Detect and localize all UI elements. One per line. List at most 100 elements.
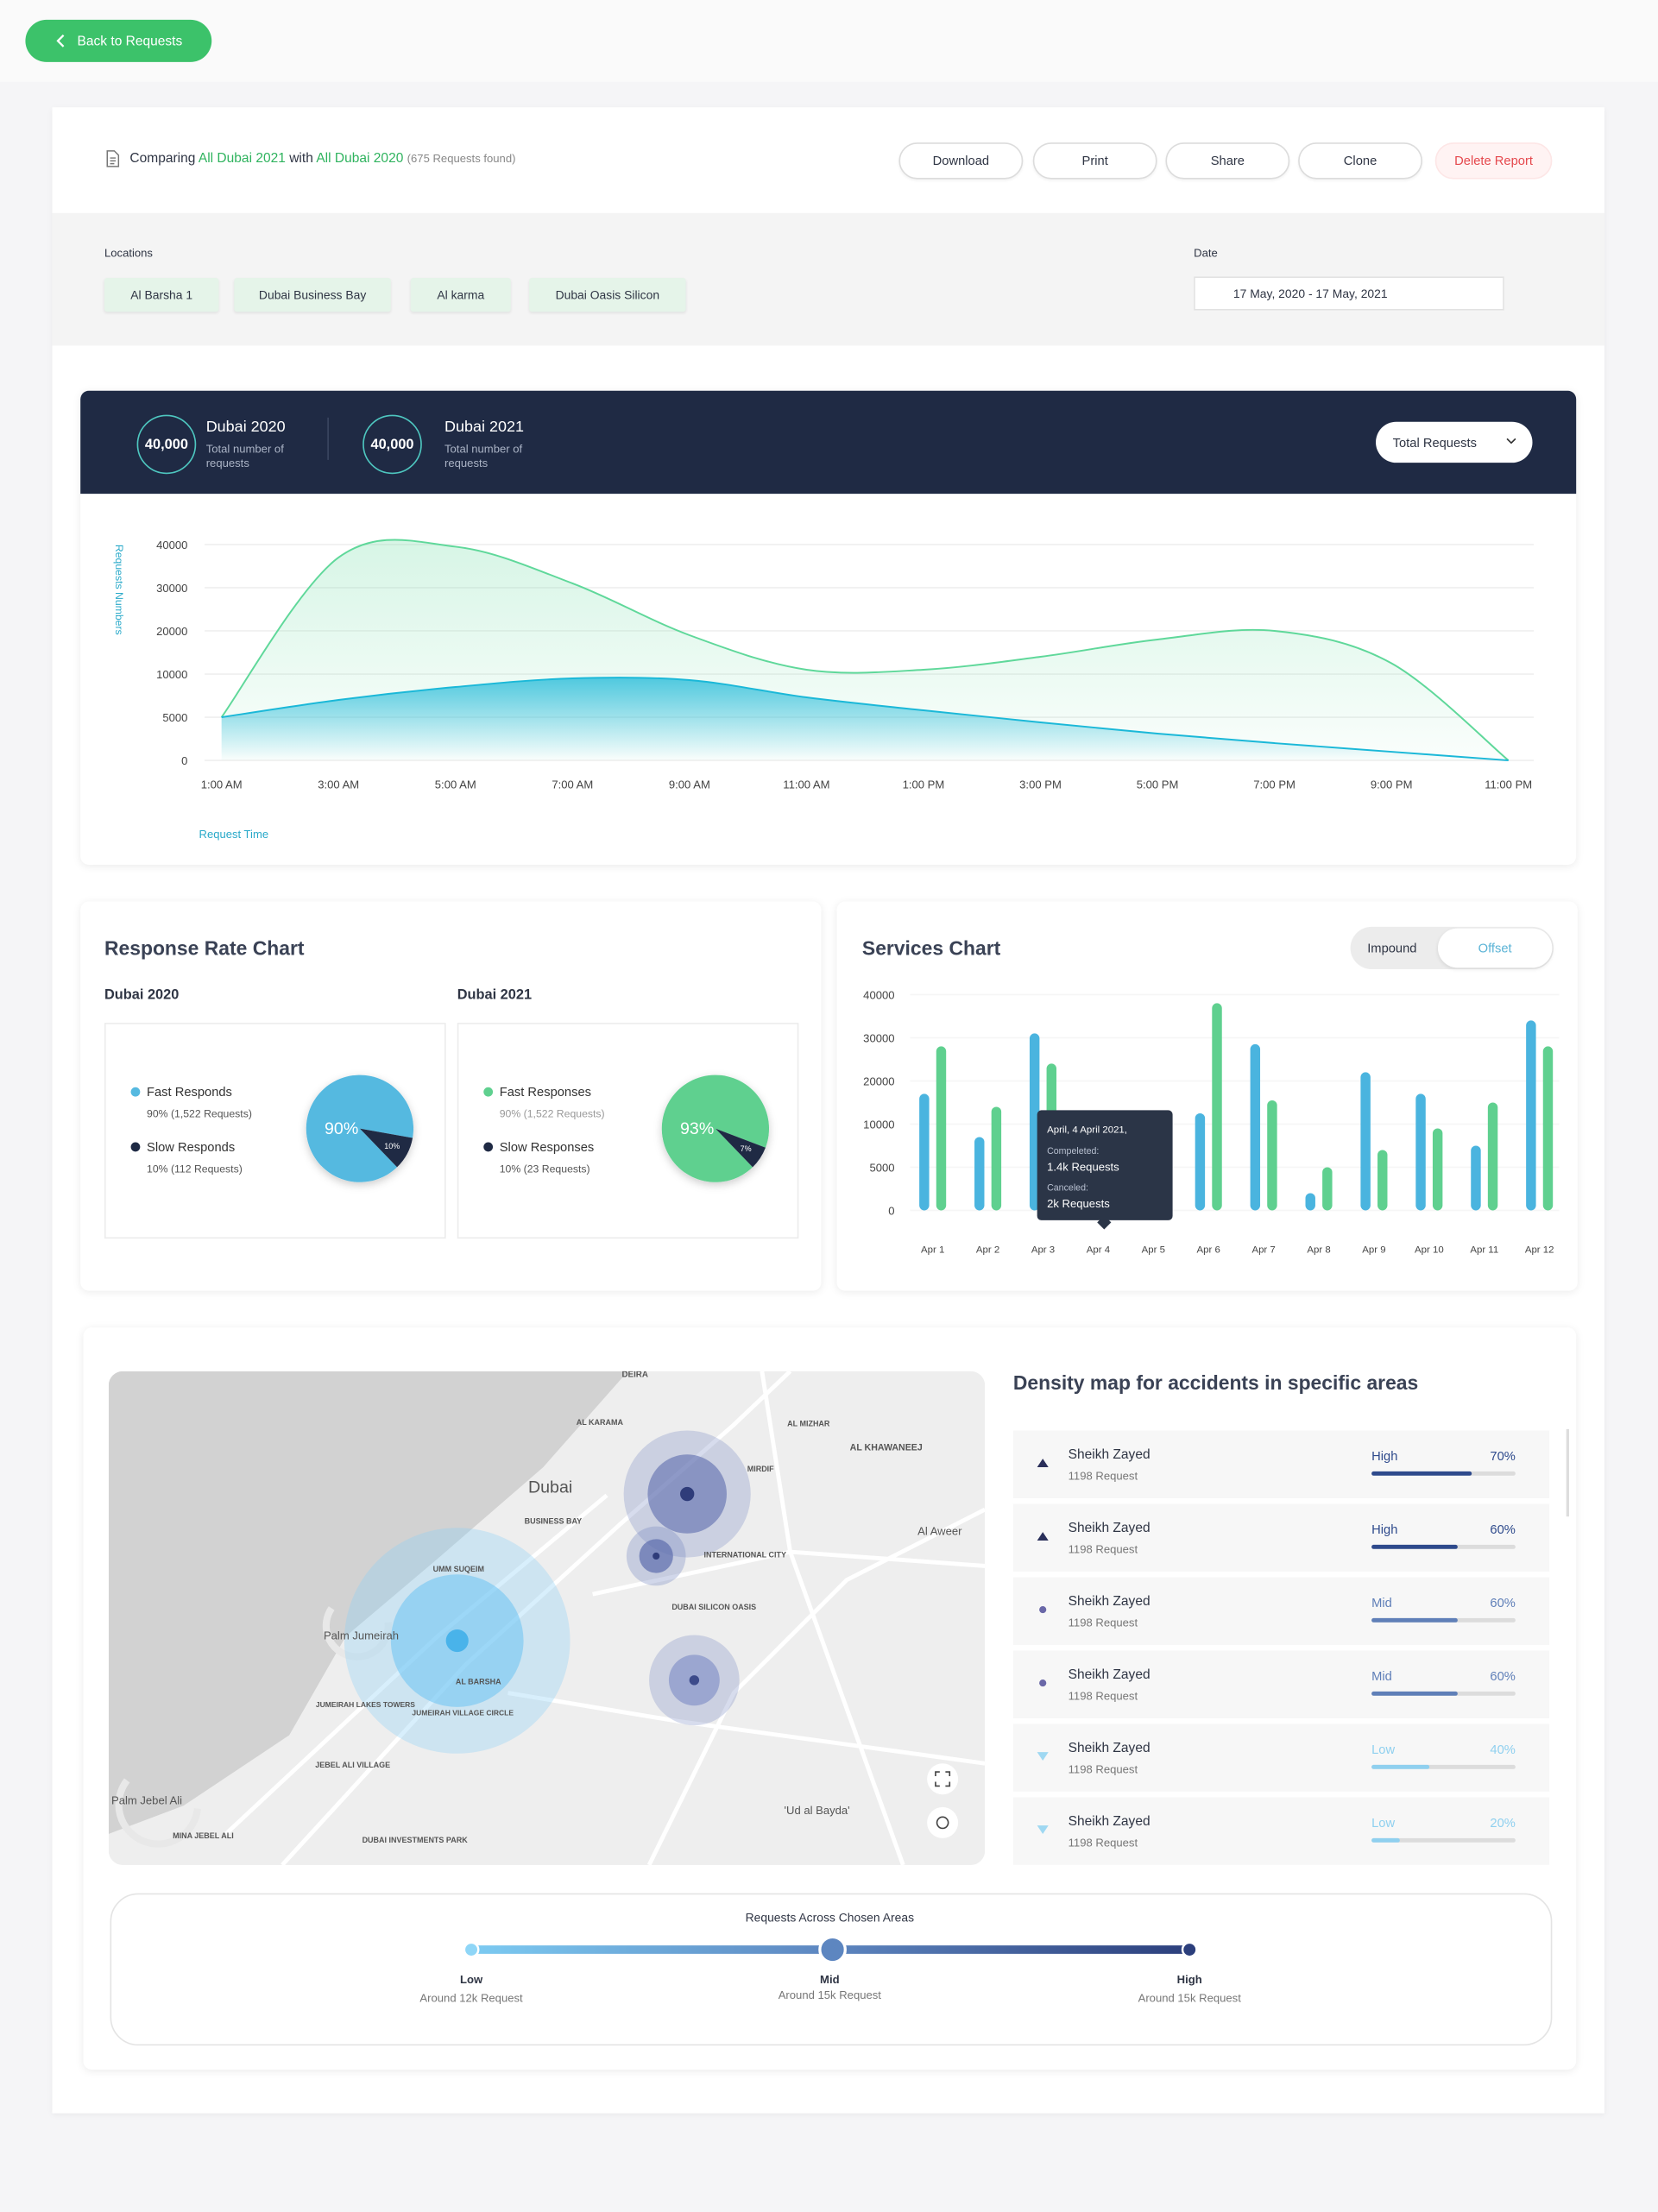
level-bar — [1371, 1544, 1459, 1549]
x-tick-label: Apr 12 — [1525, 1245, 1554, 1256]
pie-slice — [715, 1128, 766, 1168]
x-tick-label: 7:00 PM — [1253, 778, 1296, 791]
level-track — [1371, 1471, 1516, 1476]
location-chip[interactable]: Al karma — [410, 278, 511, 312]
legend-dot — [130, 1142, 141, 1152]
pie-box — [104, 1023, 446, 1239]
pie-title: Dubai 2021 — [457, 987, 533, 1004]
level-label: High — [1371, 1448, 1398, 1464]
x-tick-label: Apr 5 — [1142, 1245, 1165, 1256]
density-circle — [689, 1675, 700, 1686]
total-description: Total number of requests — [444, 443, 523, 470]
scale-dot — [1181, 1941, 1198, 1958]
x-tick-label: Apr 7 — [1251, 1245, 1275, 1256]
card-title: Response Rate Chart — [104, 936, 305, 960]
fullscreen-button[interactable] — [927, 1763, 959, 1795]
tooltip-value: 2k Requests — [1047, 1197, 1110, 1211]
location-chip[interactable]: Dubai Oasis Silicon — [529, 278, 686, 312]
level-shape — [1037, 1459, 1049, 1467]
report-prefix: Comparing — [129, 150, 196, 167]
pie-value-label: 10% — [384, 1142, 400, 1150]
back-label: Back to Requests — [77, 33, 183, 49]
map-label: AL KARAMA — [577, 1418, 624, 1427]
print-button[interactable]: Print — [1032, 142, 1157, 180]
area-requests: 1198 Request — [1068, 1543, 1138, 1556]
level-bar — [1371, 1471, 1472, 1476]
density-row[interactable]: Sheikh Zayed 1198 Request High 60% — [1012, 1503, 1550, 1572]
total-name: Dubai 2021 — [444, 419, 525, 437]
x-tick-label: 5:00 AM — [435, 778, 476, 791]
y-tick-label: 10000 — [156, 668, 187, 681]
report-second[interactable]: All Dubai 2020 — [316, 150, 404, 167]
clone-button[interactable]: Clone — [1298, 142, 1422, 180]
y-tick-label: 0 — [888, 1204, 894, 1217]
density-row[interactable]: Sheikh Zayed 1198 Request Mid 60% — [1012, 1650, 1550, 1718]
toggle-option[interactable]: Offset — [1437, 928, 1553, 968]
total-description: Total number of requests — [205, 443, 284, 470]
level-shape — [1037, 1532, 1049, 1541]
back-button[interactable]: Back to Requests — [25, 19, 212, 62]
bar — [1526, 1020, 1536, 1211]
date-input[interactable]: 17 May, 2020 - 17 May, 2021 — [1194, 276, 1504, 311]
density-row[interactable]: Sheikh Zayed 1198 Request Low 20% — [1012, 1797, 1550, 1865]
density-circle — [652, 1552, 660, 1560]
metric-select[interactable]: Total Requests — [1376, 421, 1533, 463]
y-tick-label: 5000 — [869, 1161, 894, 1174]
toggle-option[interactable]: Impound — [1367, 941, 1417, 955]
area-requests: 1198 Request — [1068, 1690, 1138, 1703]
palm-island — [322, 1606, 392, 1661]
download-button[interactable]: Download — [898, 142, 1024, 180]
legend-label: Slow Responses — [500, 1141, 595, 1155]
report-found: (675 Requests found) — [407, 152, 516, 166]
x-tick-label: 11:00 AM — [783, 778, 829, 791]
scale-detail: Around 12k Request — [419, 1992, 523, 2005]
level-track — [1371, 1764, 1516, 1769]
density-row[interactable]: Sheikh Zayed 1198 Request Low 40% — [1012, 1724, 1550, 1792]
level-shape — [1037, 1825, 1049, 1834]
x-tick-label: 11:00 PM — [1485, 778, 1532, 791]
y-tick-label: 20000 — [156, 625, 187, 638]
x-tick-label: Apr 1 — [921, 1245, 944, 1256]
pie-slice — [359, 1128, 413, 1168]
level-shape — [1039, 1679, 1047, 1687]
delete-button[interactable]: Delete Report — [1434, 142, 1553, 180]
fullscreen-icon — [935, 1771, 951, 1787]
locate-button[interactable] — [927, 1806, 959, 1838]
button-label: Share — [1210, 154, 1245, 168]
level-icon — [1037, 1825, 1049, 1834]
map-label: UMM SUQEIM — [433, 1565, 484, 1573]
location-chip[interactable]: Al Barsha 1 — [104, 278, 219, 312]
x-tick-label: Apr 3 — [1031, 1245, 1055, 1256]
pie-value-label: 7% — [741, 1144, 752, 1153]
area-line — [220, 539, 1510, 761]
x-tick-label: 7:00 AM — [552, 778, 593, 791]
level-value-label: 60% — [1490, 1522, 1516, 1537]
scale-title: Requests Across Chosen Areas — [745, 1910, 915, 1925]
level-label: Mid — [1371, 1668, 1392, 1684]
location-chip[interactable]: Dubai Business Bay — [234, 278, 391, 312]
density-circle — [445, 1629, 469, 1653]
button-label: Clone — [1343, 154, 1377, 168]
doc-icon — [106, 150, 120, 167]
report-first[interactable]: All Dubai 2021 — [198, 150, 286, 167]
legend-dot — [483, 1087, 494, 1097]
density-row[interactable]: Sheikh Zayed 1198 Request Mid 60% — [1012, 1577, 1550, 1645]
area-requests: 1198 Request — [1068, 1763, 1138, 1776]
bar — [1377, 1150, 1388, 1211]
bar — [1212, 1003, 1222, 1211]
level-label: Low — [1371, 1742, 1396, 1757]
map[interactable]: DEIRA AL KARAMA Dubai BUSINESS BAY UMM SUQEI… — [108, 1370, 986, 1865]
y-tick-label: 30000 — [156, 582, 187, 595]
bar — [1415, 1093, 1426, 1211]
density-row[interactable]: Sheikh Zayed 1198 Request High 70% — [1012, 1430, 1550, 1498]
level-bar — [1371, 1837, 1401, 1843]
bar — [991, 1106, 1002, 1211]
share-button[interactable]: Share — [1165, 142, 1290, 180]
legend-label: Fast Responds — [147, 1086, 232, 1100]
x-tick-label: Apr 4 — [1087, 1245, 1111, 1256]
scale-dot — [463, 1941, 480, 1958]
level-icon — [1037, 1459, 1049, 1467]
level-bar — [1371, 1764, 1429, 1769]
